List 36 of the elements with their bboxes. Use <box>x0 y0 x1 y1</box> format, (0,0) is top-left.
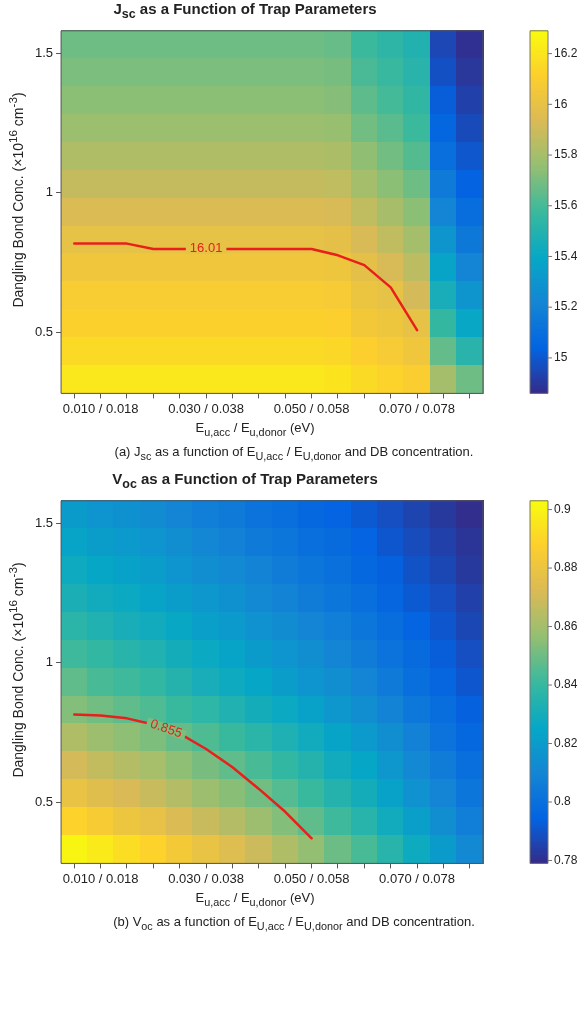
x-tick-label: 0.050 / 0.058 <box>273 400 350 416</box>
y-tick-label: 1 <box>45 654 54 670</box>
annotation: 0.855 <box>148 715 185 741</box>
color-bar-label: 0.82 <box>554 735 578 750</box>
y-tick-label: 0.5 <box>34 793 54 809</box>
x-tick-label: 0.070 / 0.078 <box>379 400 456 416</box>
y-tick-label: 1.5 <box>34 44 54 60</box>
color-bar-label: 16 <box>554 96 568 111</box>
chart-title: V$_{oc}$ as a Function of Trap Parameters <box>111 470 379 491</box>
color-bar-label: 15.4 <box>554 248 578 263</box>
x-tick-label: 0.070 / 0.078 <box>379 870 456 886</box>
x-tick-label: 0.050 / 0.058 <box>273 870 350 886</box>
text: (b) V$_{oc}$ as a function of E$_{U,acc}$ / E$_{U,donor}$ and DB concentration. <box>112 913 476 934</box>
text: (a) J$_{sc}$ as a function of E$_{U,acc}$ / E$_{U,donor}$ and DB concentration. <box>113 443 475 464</box>
color-bar-label: 0.88 <box>554 560 578 575</box>
y-tick-label: 0.5 <box>34 323 54 339</box>
color-bar-label: 16.2 <box>554 45 578 60</box>
color-bar-label: 15.6 <box>554 198 578 213</box>
y-tick-label: 1.5 <box>34 514 54 530</box>
x-tick-label: 0.010 / 0.018 <box>62 870 139 886</box>
color-bar-label: 0.9 <box>554 501 572 516</box>
x-tick-label: 0.030 / 0.038 <box>168 400 245 416</box>
color-bar-label: 15.2 <box>554 299 578 314</box>
color-bar-label: 15.8 <box>554 147 578 162</box>
color-bar-label: 15 <box>554 350 568 365</box>
color-bar-label: 0.8 <box>554 794 572 809</box>
chart-title: J$_{sc}$ as a Function of Trap Parameters <box>112 0 378 21</box>
x-axis-title: E$_{u,acc}$ / E$_{u,donor}$ (eV) <box>194 420 316 440</box>
y-tick-label: 1 <box>45 184 54 200</box>
color-bar-label: 0.86 <box>554 618 578 633</box>
x-tick-label: 0.030 / 0.038 <box>168 870 245 886</box>
color-bar-label: 0.84 <box>554 677 578 692</box>
color-bar-label: 0.78 <box>554 852 578 867</box>
x-tick-label: 0.010 / 0.018 <box>62 400 139 416</box>
x-axis-title: E$_{u,acc}$ / E$_{u,donor}$ (eV) <box>194 890 316 910</box>
annotation: 16.01 <box>189 240 223 256</box>
